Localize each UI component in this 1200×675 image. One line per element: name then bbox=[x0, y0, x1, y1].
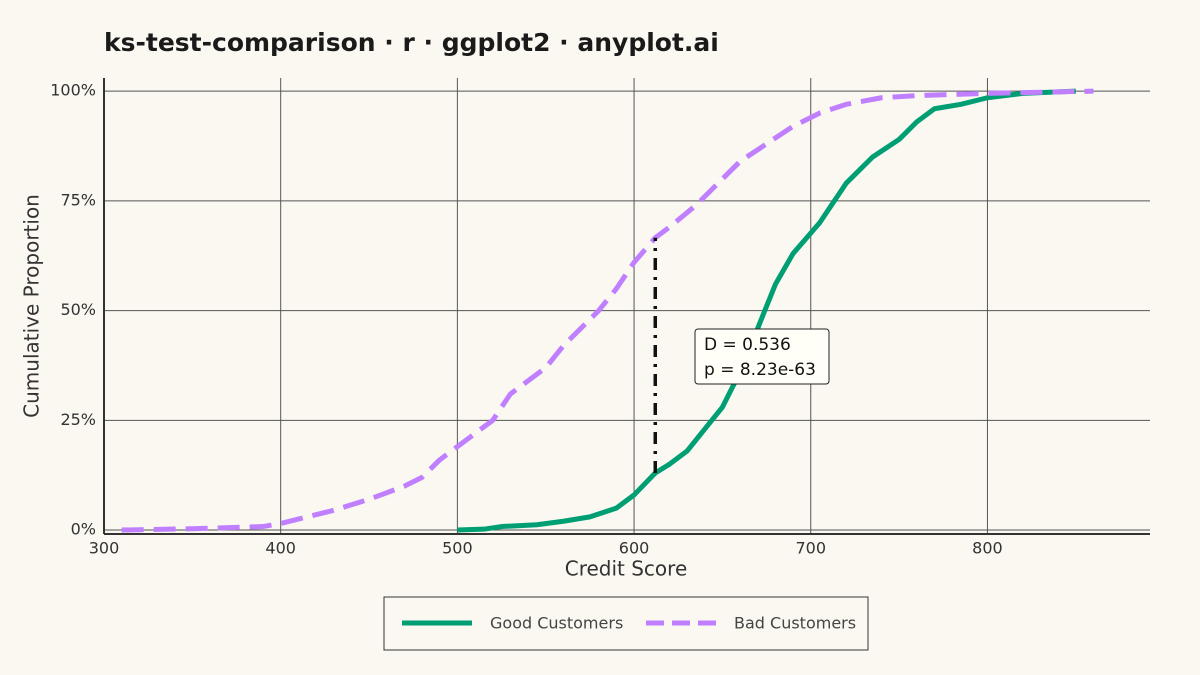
x-tick-label: 500 bbox=[442, 539, 473, 558]
ecdf-line bbox=[121, 88, 1094, 533]
x-tick-label: 700 bbox=[795, 539, 826, 558]
y-tick-label: 0% bbox=[71, 520, 96, 539]
x-tick-label: 300 bbox=[89, 539, 120, 558]
x-axis-label: Credit Score bbox=[565, 557, 688, 581]
y-tick-label: 50% bbox=[60, 300, 96, 319]
x-tick-label: 800 bbox=[972, 539, 1003, 558]
annotation-text: p = 8.23e-63 bbox=[704, 360, 816, 380]
annotation-box bbox=[694, 328, 830, 385]
y-tick-label: 25% bbox=[60, 410, 96, 429]
y-tick-label: 75% bbox=[60, 190, 96, 209]
legend-label: Bad Customers bbox=[734, 614, 856, 633]
x-tick-label: 600 bbox=[619, 539, 650, 558]
legend-label: Good Customers bbox=[490, 614, 623, 633]
plot-area: 300 400 500 600 700 800 0% 25% 50% 75% 100% D = 0.5… bbox=[50, 78, 1150, 558]
legend: Good Customers Bad Customers bbox=[402, 614, 856, 633]
y-axis-label: Cumulative Proportion bbox=[20, 194, 44, 418]
y-tick-label: 100% bbox=[50, 81, 96, 100]
chart-title: ks-test-comparison · r · ggplot2 · anypl… bbox=[104, 28, 719, 57]
x-tick-label: 400 bbox=[265, 539, 296, 558]
annotation-text: D = 0.536 bbox=[704, 335, 791, 355]
